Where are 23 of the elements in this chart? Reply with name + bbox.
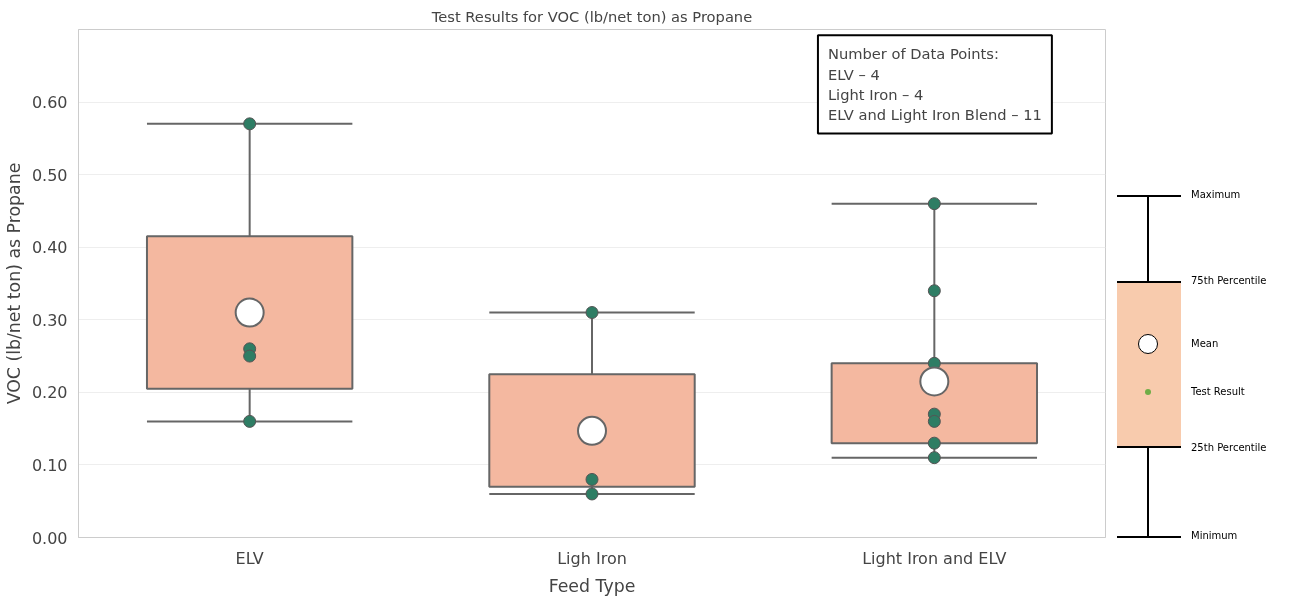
annotation: Number of Data Points:: [827, 45, 999, 63]
y-tick-label: 0.20: [31, 383, 68, 403]
y-axis-title: VOC (lb/net ton) as Propane: [3, 162, 24, 405]
chart-title: Test Results for VOC (lb/net ton) as Propane: [430, 7, 753, 25]
y-tick-label: 0.30: [31, 310, 68, 330]
text: Minimum: [1191, 529, 1239, 543]
annotation: Light Iron – 4: [827, 86, 924, 104]
x-axis-title: Feed Type: [548, 575, 636, 596]
annotation: ELV – 4: [827, 65, 880, 83]
y-tick-label: 0.40: [31, 238, 68, 258]
x-tick-label: ELV: [235, 548, 264, 568]
x-tick-label: Ligh Iron: [557, 548, 627, 568]
y-tick-label: 0.50: [31, 165, 68, 185]
text: Mean: [1191, 337, 1220, 351]
text: Test Result: [1191, 385, 1246, 399]
y-tick-label: 0.10: [31, 455, 68, 475]
y-tick-label: 0.00: [31, 528, 68, 548]
text: 75th Percentile: [1191, 274, 1268, 288]
text: Maximum: [1191, 188, 1242, 202]
annotation: ELV and Light Iron Blend – 11: [827, 106, 1042, 124]
y-tick-label: 0.60: [31, 93, 68, 113]
text: 25th Percentile: [1191, 441, 1268, 455]
x-tick-label: Light Iron and ELV: [862, 548, 1007, 568]
